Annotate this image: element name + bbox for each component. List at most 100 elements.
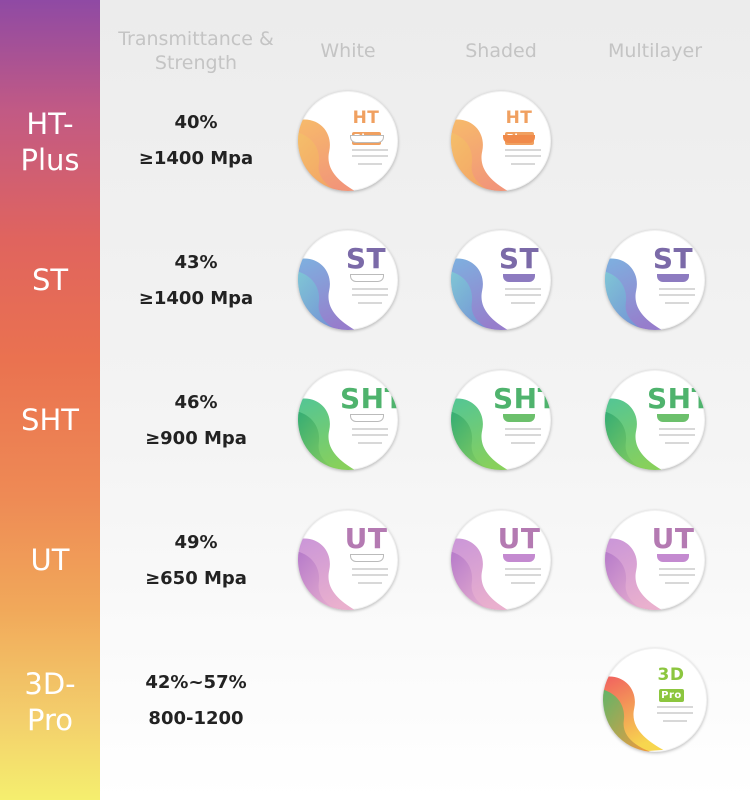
disc-brand-text: SHT: [493, 382, 551, 415]
disc-st-white: ST: [298, 230, 398, 330]
disc-fine-print: [505, 288, 541, 290]
disc-swirl-graphic: [298, 538, 356, 610]
transmittance-value: 49%: [174, 532, 218, 553]
disc-swirl-graphic: [605, 258, 663, 330]
spec-ut: 49% ≥650 Mpa: [128, 525, 264, 597]
disc-swirl-graphic: [451, 119, 509, 191]
disc-brand-text: ST: [498, 242, 540, 275]
disc-swirl-graphic: [451, 538, 509, 610]
disc-swirl-graphic: [605, 398, 663, 470]
strength-value: ≥1400 Mpa: [138, 288, 254, 309]
sidebar-gradient: [0, 0, 100, 800]
row-label-sht: SHT: [21, 403, 79, 437]
disc-fine-print: [659, 428, 695, 430]
disc-ht-shaded: HTPlus: [451, 91, 551, 191]
row-label-ht-line2: Plus: [20, 143, 80, 177]
strength-value: ≥650 Mpa: [145, 568, 247, 589]
row-label-3d-pro: 3D- Pro: [0, 666, 100, 738]
header-white: White: [320, 40, 376, 62]
disc-fine-print: [358, 582, 382, 584]
transmittance-value: 42%~57%: [145, 672, 247, 693]
disc-fine-print: [659, 434, 695, 436]
disc-fine-print: [511, 442, 535, 444]
disc-fine-print: [663, 720, 687, 722]
disc-ut-shaded: UT: [451, 510, 551, 610]
disc-variant-tag: [350, 274, 384, 282]
row-label-st: ST: [31, 263, 69, 297]
disc-variant-tag: [503, 135, 535, 143]
disc-variant-tag: [350, 414, 384, 422]
disc-ut-multilayer: UT: [605, 510, 705, 610]
strength-value: ≥900 Mpa: [145, 428, 247, 449]
disc-fine-print: [505, 155, 541, 157]
disc-swirl-graphic: [451, 258, 509, 330]
transmittance-value: 43%: [174, 252, 218, 273]
disc-st-shaded: ST: [451, 230, 551, 330]
disc-variant-tag: [350, 135, 384, 143]
disc-fine-print: [659, 288, 695, 290]
disc-fine-print: [657, 706, 693, 708]
disc-variant-tag: [503, 274, 535, 282]
row-label-ht-line1: HT-: [26, 107, 74, 141]
row-label-ht-plus: HT- Plus: [0, 106, 100, 178]
disc-brand-text: 3DPro: [657, 665, 685, 702]
disc-variant-tag: [503, 554, 535, 562]
disc-fine-print: [511, 302, 535, 304]
disc-fine-print: [352, 155, 388, 157]
disc-variant-tag: [657, 274, 689, 282]
disc-fine-print: [352, 149, 388, 151]
disc-fine-print: [659, 568, 695, 570]
disc-brand-text: ST: [652, 242, 694, 275]
strength-value: 800-1200: [148, 708, 244, 729]
disc-fine-print: [505, 568, 541, 570]
disc-brand-sub: Pro: [659, 688, 684, 702]
disc-swirl-graphic: [298, 119, 356, 191]
disc-fine-print: [505, 149, 541, 151]
header-col1-text: Transmittance & Strength: [118, 28, 274, 74]
disc-fine-print: [352, 434, 388, 436]
disc-fine-print: [665, 442, 689, 444]
disc-fine-print: [352, 294, 388, 296]
disc-fine-print: [352, 428, 388, 430]
disc-fine-print: [659, 574, 695, 576]
disc-swirl-graphic: [603, 676, 664, 752]
disc-fine-print: [511, 163, 535, 165]
disc-swirl-graphic: [298, 258, 356, 330]
disc-3d-multilayer: 3DPro: [603, 648, 707, 752]
disc-brand-text: UT: [497, 522, 541, 555]
disc-fine-print: [505, 428, 541, 430]
disc-variant-tag: [350, 554, 384, 562]
disc-fine-print: [505, 294, 541, 296]
disc-variant-tag: [657, 414, 689, 422]
disc-fine-print: [657, 712, 693, 714]
transmittance-value: 40%: [174, 112, 218, 133]
disc-sht-multilayer: SHT: [605, 370, 705, 470]
row-label-ut: UT: [30, 543, 70, 577]
strength-value: ≥1400 Mpa: [138, 148, 254, 169]
disc-brand-text: SHT: [340, 382, 398, 415]
disc-fine-print: [665, 582, 689, 584]
disc-fine-print: [358, 163, 382, 165]
spec-st: 43% ≥1400 Mpa: [128, 245, 264, 317]
disc-fine-print: [352, 568, 388, 570]
disc-ut-white: UT: [298, 510, 398, 610]
header-shaded: Shaded: [465, 40, 537, 62]
row-label-3d-line1: 3D-: [24, 667, 76, 701]
disc-fine-print: [659, 294, 695, 296]
disc-fine-print: [358, 442, 382, 444]
disc-brand-text: UT: [651, 522, 695, 555]
disc-fine-print: [505, 574, 541, 576]
disc-ht-white: HTPlus: [298, 91, 398, 191]
header-transmittance-strength: Transmittance & Strength: [118, 27, 274, 75]
disc-fine-print: [358, 302, 382, 304]
spec-sht: 46% ≥900 Mpa: [128, 385, 264, 457]
disc-sht-white: SHT: [298, 370, 398, 470]
disc-swirl-graphic: [298, 398, 356, 470]
disc-sht-shaded: SHT: [451, 370, 551, 470]
header-multilayer: Multilayer: [607, 40, 703, 62]
disc-swirl-graphic: [451, 398, 509, 470]
disc-brand-text: UT: [344, 522, 388, 555]
disc-fine-print: [511, 582, 535, 584]
transmittance-value: 46%: [174, 392, 218, 413]
spec-3d-pro: 42%~57% 800-1200: [128, 665, 264, 737]
